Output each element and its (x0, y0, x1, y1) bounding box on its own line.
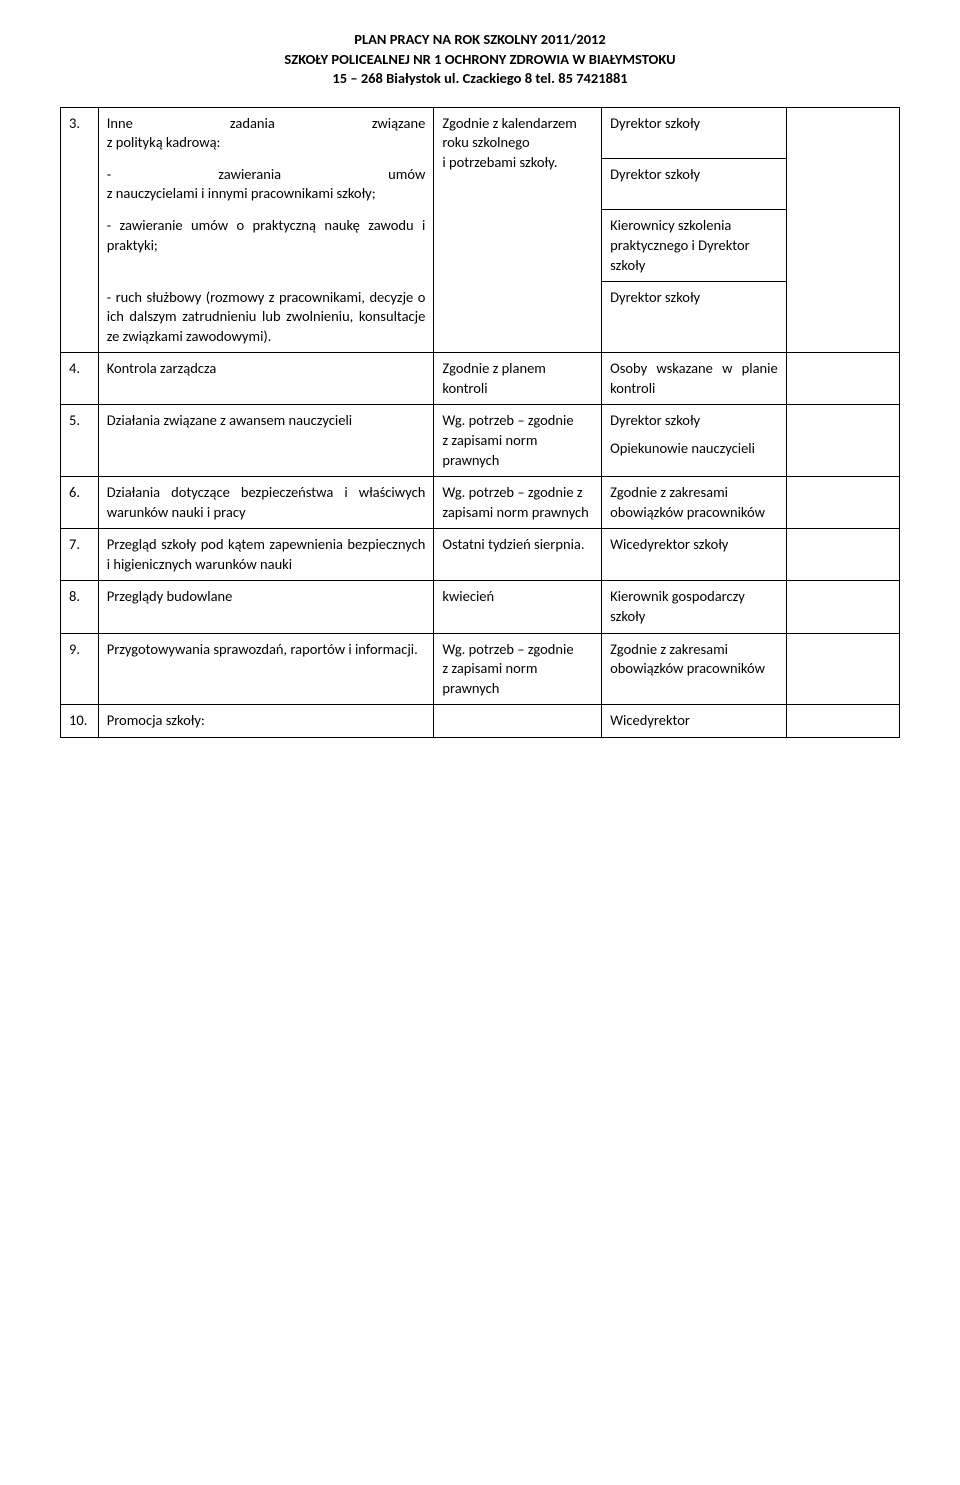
task-cell: Działania związane z awansem nauczycieli (98, 405, 434, 477)
term-cell: Wg. potrzeb – zgodnie z zapisami norm pr… (434, 633, 602, 705)
task-word: - (107, 165, 111, 185)
term-cell: Wg. potrzeb – zgodnie z zapisami norm pr… (434, 405, 602, 477)
row-number: 7. (61, 529, 99, 581)
task-cell: - zawierania umów z nauczycielami i inny… (98, 159, 434, 210)
term-cell: kwiecień (434, 581, 602, 633)
term-cell: Zgodnie z planem kontroli (434, 353, 602, 405)
row-number: 10. (61, 705, 99, 738)
term-cell: Wg. potrzeb – zgodnie z zapisami norm pr… (434, 477, 602, 529)
notes-cell (786, 633, 899, 705)
term-cell: Zgodnie z kalendarzem roku szkolnego i p… (434, 107, 602, 353)
table-row: 5. Działania związane z awansem nauczyci… (61, 405, 900, 477)
page-header: PLAN PRACY NA ROK SZKOLNY 2011/2012 SZKO… (60, 30, 900, 89)
responsible-cell: Zgodnie z zakresami obowiązków pracownik… (602, 633, 787, 705)
task-word: związane (372, 114, 425, 134)
responsible-cell: Kierownik gospodarczy szkoły (602, 581, 787, 633)
row-number: 3. (61, 107, 99, 353)
table-row: 10. Promocja szkoły: Wicedyrektor (61, 705, 900, 738)
responsible-cell: Dyrektor szkoły Opiekunowie nauczycieli (602, 405, 787, 477)
notes-cell (786, 405, 899, 477)
table-row: 7. Przegląd szkoły pod kątem zapewnienia… (61, 529, 900, 581)
task-cell: Inne zadania związane z polityką kadrową… (98, 107, 434, 159)
row-number: 4. (61, 353, 99, 405)
task-line: z nauczycielami i innymi pracownikami sz… (107, 184, 426, 204)
task-line: z polityką kadrową: (107, 133, 426, 153)
responsible-cell: Dyrektor szkoły (602, 282, 787, 353)
task-cell: Kontrola zarządcza (98, 353, 434, 405)
responsible-cell: Zgodnie z zakresami obowiązków pracownik… (602, 477, 787, 529)
header-line-3: 15 – 268 Białystok ul. Czackiego 8 tel. … (60, 69, 900, 89)
notes-cell (786, 477, 899, 529)
responsible-cell: Dyrektor szkoły (602, 159, 787, 210)
table-row: 8. Przeglądy budowlane kwiecień Kierowni… (61, 581, 900, 633)
responsible-line: Dyrektor szkoły (610, 411, 778, 431)
row-number: 8. (61, 581, 99, 633)
table-row: 9. Przygotowywania sprawozdań, raportów … (61, 633, 900, 705)
responsible-line: Opiekunowie nauczycieli (610, 439, 778, 459)
notes-cell (786, 529, 899, 581)
header-line-2: SZKOŁY POLICEALNEJ NR 1 OCHRONY ZDROWIA … (60, 50, 900, 70)
term-cell (434, 705, 602, 738)
responsible-cell: Wicedyrektor szkoły (602, 529, 787, 581)
term-cell: Ostatni tydzień sierpnia. (434, 529, 602, 581)
notes-cell (786, 705, 899, 738)
task-cell: Działania dotyczące bezpieczeństwa i wła… (98, 477, 434, 529)
header-line-1: PLAN PRACY NA ROK SZKOLNY 2011/2012 (60, 30, 900, 50)
task-word: zawierania (218, 165, 281, 185)
table-row: 4. Kontrola zarządcza Zgodnie z planem k… (61, 353, 900, 405)
task-cell: - ruch służbowy (rozmowy z pracownikami,… (98, 282, 434, 353)
table-row: 6. Działania dotyczące bezpieczeństwa i … (61, 477, 900, 529)
task-word: umów (388, 165, 425, 185)
row-number: 5. (61, 405, 99, 477)
task-cell: Przeglądy budowlane (98, 581, 434, 633)
task-word: zadania (230, 114, 275, 134)
row-number: 9. (61, 633, 99, 705)
table-row: 3. Inne zadania związane z polityką kadr… (61, 107, 900, 159)
task-cell: Promocja szkoły: (98, 705, 434, 738)
task-cell: Przegląd szkoły pod kątem zapewnienia be… (98, 529, 434, 581)
notes-cell (786, 581, 899, 633)
notes-cell (786, 353, 899, 405)
task-word: Inne (107, 114, 133, 134)
responsible-cell: Wicedyrektor (602, 705, 787, 738)
responsible-cell: Dyrektor szkoły (602, 107, 787, 159)
notes-cell (786, 107, 899, 353)
row-number: 6. (61, 477, 99, 529)
responsible-cell: Kierownicy szkolenia praktycznego i Dyre… (602, 210, 787, 282)
responsible-cell: Osoby wskazane w planie kontroli (602, 353, 787, 405)
plan-table: 3. Inne zadania związane z polityką kadr… (60, 107, 900, 738)
task-cell: Przygotowywania sprawozdań, raportów i i… (98, 633, 434, 705)
task-cell: - zawieranie umów o praktyczną naukę zaw… (98, 210, 434, 282)
